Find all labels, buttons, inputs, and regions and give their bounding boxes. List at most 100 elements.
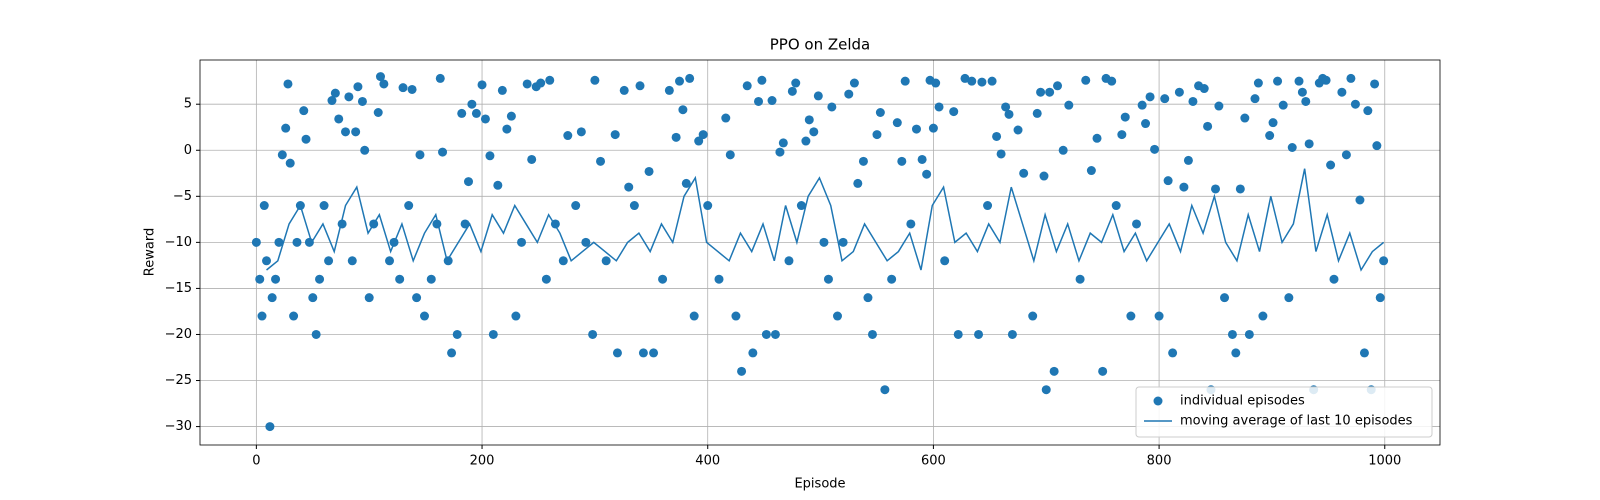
scatter-point bbox=[1179, 182, 1189, 192]
scatter-point bbox=[341, 127, 351, 137]
scatter-point bbox=[398, 83, 408, 93]
scatter-point bbox=[731, 311, 741, 321]
scatter-point bbox=[638, 348, 648, 358]
scatter-point bbox=[675, 76, 685, 86]
scatter-point bbox=[327, 96, 337, 106]
scatter-point bbox=[1265, 131, 1275, 141]
scatter-point bbox=[624, 182, 634, 192]
scatter-point bbox=[940, 256, 950, 266]
scatter-point bbox=[1126, 311, 1136, 321]
scatter-point bbox=[353, 82, 363, 92]
scatter-point bbox=[447, 348, 457, 358]
scatter-point bbox=[1098, 366, 1108, 376]
scatter-point bbox=[452, 329, 462, 339]
scatter-point bbox=[1092, 133, 1102, 143]
y-tick-label: −20 bbox=[165, 327, 192, 342]
scatter-point bbox=[1329, 274, 1339, 284]
scatter-point bbox=[1250, 94, 1260, 104]
scatter-point bbox=[900, 76, 910, 86]
scatter-point bbox=[351, 127, 361, 137]
scatter-point bbox=[689, 311, 699, 321]
scatter-point bbox=[1001, 102, 1011, 112]
scatter-point bbox=[685, 73, 695, 83]
scatter-point bbox=[1045, 87, 1055, 97]
scatter-point bbox=[804, 115, 814, 125]
scatter-point bbox=[1168, 348, 1178, 358]
scatter-point bbox=[511, 311, 521, 321]
scatter-point bbox=[1028, 311, 1038, 321]
scatter-point bbox=[917, 154, 927, 164]
scatter-point bbox=[299, 106, 309, 116]
scatter-point bbox=[770, 329, 780, 339]
scatter-point bbox=[485, 151, 495, 161]
scatter-point bbox=[1019, 168, 1029, 178]
scatter-point bbox=[1013, 125, 1023, 135]
scatter-point bbox=[1132, 219, 1142, 229]
scatter-point bbox=[754, 96, 764, 106]
y-tick-label: −15 bbox=[165, 281, 192, 296]
scatter-point bbox=[271, 274, 281, 284]
scatter-point bbox=[887, 274, 897, 284]
scatter-point bbox=[601, 256, 611, 266]
y-tick-label: 5 bbox=[184, 97, 192, 112]
scatter-point bbox=[872, 130, 882, 140]
legend-marker bbox=[1153, 396, 1163, 406]
scatter-point bbox=[1145, 92, 1155, 102]
scatter-point bbox=[1064, 100, 1074, 110]
scatter-point bbox=[373, 108, 383, 117]
scatter-point bbox=[460, 219, 470, 229]
scatter-point bbox=[467, 99, 477, 109]
scatter-point bbox=[880, 385, 890, 395]
scatter-point bbox=[1032, 108, 1042, 118]
scatter-point bbox=[517, 237, 527, 247]
scatter-point bbox=[778, 138, 788, 148]
scatter-point bbox=[415, 150, 425, 160]
scatter-point bbox=[274, 237, 284, 247]
scatter-point bbox=[471, 108, 481, 118]
scatter-point bbox=[1379, 256, 1389, 266]
scatter-point bbox=[644, 166, 654, 176]
scatter-point bbox=[357, 96, 367, 106]
scatter-point bbox=[928, 123, 938, 133]
scatter-point bbox=[996, 149, 1006, 159]
scatter-point bbox=[664, 85, 674, 95]
scatter-point bbox=[1294, 76, 1304, 86]
scatter-point bbox=[596, 156, 606, 166]
scatter-point bbox=[610, 130, 620, 140]
scatter-point bbox=[311, 329, 321, 339]
scatter-point bbox=[1220, 293, 1230, 303]
scatter-point bbox=[1141, 119, 1151, 129]
scatter-point bbox=[934, 102, 944, 112]
scatter-point bbox=[875, 108, 885, 117]
scatter-point bbox=[315, 274, 325, 284]
scatter-point bbox=[1337, 87, 1347, 97]
y-tick-label: −25 bbox=[165, 373, 192, 388]
scatter-point bbox=[344, 92, 354, 102]
scatter-point bbox=[558, 256, 568, 266]
scatter-point bbox=[922, 169, 932, 179]
scatter-point bbox=[497, 85, 507, 95]
scatter-point bbox=[1107, 76, 1117, 86]
scatter-point bbox=[832, 311, 842, 321]
scatter-point bbox=[265, 422, 275, 432]
scatter-point bbox=[1053, 81, 1063, 91]
scatter-point bbox=[1211, 184, 1221, 194]
scatter-point bbox=[364, 293, 374, 303]
x-tick-label: 0 bbox=[252, 454, 260, 469]
scatter-point bbox=[395, 274, 405, 284]
scatter-point bbox=[588, 329, 598, 339]
scatter-point bbox=[612, 348, 622, 358]
scatter-point bbox=[1111, 201, 1121, 211]
scatter-point bbox=[259, 201, 269, 211]
scatter-point bbox=[1278, 100, 1288, 110]
scatter-point bbox=[1086, 166, 1096, 176]
scatter-point bbox=[703, 201, 713, 211]
scatter-point bbox=[477, 80, 487, 90]
scatter-point bbox=[1041, 385, 1051, 395]
scatter-point bbox=[767, 96, 777, 106]
scatter-point bbox=[1341, 150, 1351, 160]
scatter-point bbox=[1363, 106, 1373, 116]
scatter-point bbox=[823, 274, 833, 284]
scatter-point bbox=[1370, 79, 1380, 89]
